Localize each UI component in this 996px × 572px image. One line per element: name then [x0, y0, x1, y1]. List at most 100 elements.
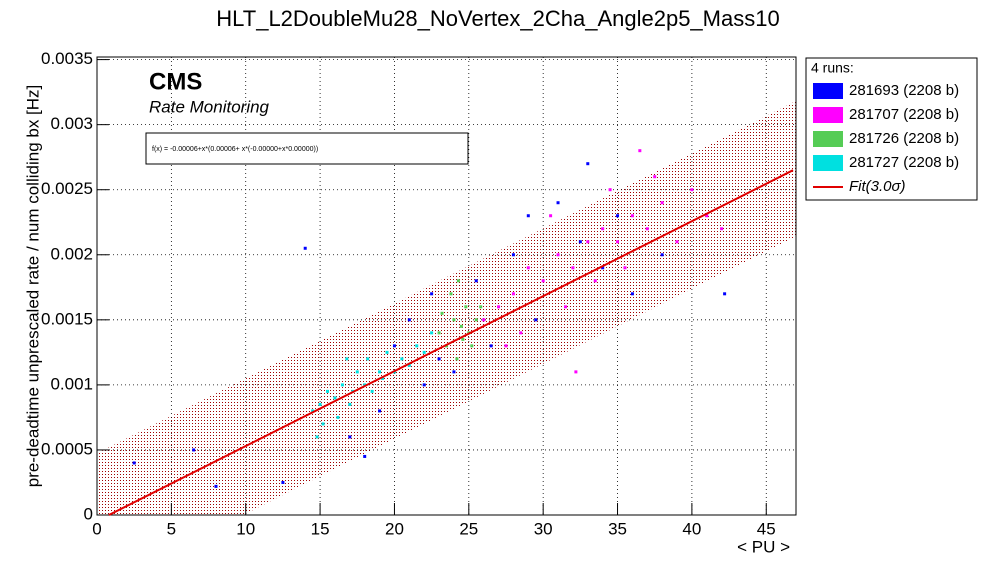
- point: [474, 318, 478, 322]
- point: [470, 344, 474, 348]
- point: [660, 201, 664, 205]
- point: [392, 344, 396, 348]
- fit-formula: f(x) = -0.00006+x*(0.00006+ x*(-0.00000+…: [152, 146, 318, 153]
- point: [601, 227, 605, 231]
- legend-label: 281707 (2208 b): [849, 106, 959, 123]
- chart-title: HLT_L2DoubleMu28_NoVertex_2Cha_Angle2p5_…: [216, 6, 779, 31]
- y-tick-label: 0: [84, 504, 93, 523]
- point: [340, 383, 344, 387]
- point: [378, 409, 382, 413]
- point: [723, 292, 727, 296]
- point: [511, 292, 515, 296]
- point: [459, 324, 463, 328]
- point: [660, 253, 664, 257]
- point: [482, 318, 486, 322]
- point: [690, 188, 694, 192]
- point: [638, 149, 642, 153]
- point: [534, 318, 538, 322]
- point: [400, 357, 404, 361]
- point: [333, 396, 337, 400]
- point: [370, 389, 374, 393]
- point: [720, 227, 724, 231]
- y-tick-label: 0.0005: [41, 439, 93, 458]
- point: [348, 402, 352, 406]
- legend-entries: 281693 (2208 b) 281707 (2208 b) 281726 (22…: [813, 82, 959, 195]
- point: [363, 454, 367, 458]
- point: [430, 331, 434, 335]
- point: [526, 214, 530, 218]
- point: [440, 311, 444, 315]
- point: [556, 201, 560, 205]
- point: [653, 175, 657, 179]
- point: [456, 279, 460, 283]
- y-tick-label: 0.0015: [41, 309, 93, 328]
- point: [608, 188, 612, 192]
- point: [452, 318, 456, 322]
- point: [497, 305, 501, 309]
- point: [430, 292, 434, 296]
- point: [526, 266, 530, 270]
- point: [593, 279, 597, 283]
- point: [422, 383, 426, 387]
- brand: CMS: [149, 68, 202, 95]
- point: [336, 415, 340, 419]
- legend-swatch: [813, 131, 843, 147]
- point: [675, 240, 679, 244]
- fit-band: [97, 101, 796, 515]
- point: [355, 370, 359, 374]
- point: [449, 292, 453, 296]
- legend-swatch: [813, 107, 843, 123]
- point: [574, 370, 578, 374]
- point: [630, 214, 634, 218]
- point: [381, 376, 385, 380]
- legend-swatch: [813, 83, 843, 99]
- point: [452, 370, 456, 374]
- y-tick-label: 0.0025: [41, 179, 93, 198]
- point: [415, 344, 419, 348]
- point: [479, 305, 483, 309]
- point: [464, 305, 468, 309]
- point: [461, 337, 465, 341]
- point: [571, 266, 575, 270]
- point: [705, 214, 709, 218]
- point: [321, 422, 325, 426]
- x-tick-label: 20: [385, 519, 404, 538]
- point: [504, 344, 508, 348]
- point: [214, 484, 218, 488]
- point: [437, 357, 441, 361]
- point: [311, 409, 315, 413]
- point: [556, 253, 560, 257]
- x-tick-label: 25: [459, 519, 478, 538]
- point: [326, 389, 330, 393]
- point: [192, 448, 196, 452]
- point: [474, 279, 478, 283]
- legend-title: 4 runs:: [811, 60, 854, 76]
- point: [645, 227, 649, 231]
- point: [511, 253, 515, 257]
- point: [385, 350, 389, 354]
- x-tick-label: 5: [167, 519, 176, 538]
- y-tick-label: 0.002: [50, 244, 93, 263]
- point: [345, 357, 349, 361]
- point: [455, 357, 459, 361]
- point: [616, 240, 620, 244]
- point: [132, 461, 136, 465]
- plot-area: 0 5 10 15 20 25 30 35 40 45 0 0.0005 0.001 0.0015 0.00…: [41, 49, 797, 538]
- y-tick-label: 0.001: [50, 374, 93, 393]
- point: [549, 214, 553, 218]
- point: [586, 240, 590, 244]
- y-tick-label: 0.003: [50, 114, 93, 133]
- point: [303, 246, 307, 250]
- y-axis-label: pre-deadtime unprescaled rate / num coll…: [23, 85, 42, 488]
- legend-label: 281693 (2208 b): [849, 82, 959, 99]
- point: [578, 240, 582, 244]
- point: [601, 266, 605, 270]
- fit-formula-box: [145, 132, 469, 165]
- x-tick-label: 40: [682, 519, 701, 538]
- point: [348, 435, 352, 439]
- x-tick-label: 30: [534, 519, 553, 538]
- point: [623, 266, 627, 270]
- point: [586, 162, 590, 166]
- legend-swatch: [813, 155, 843, 171]
